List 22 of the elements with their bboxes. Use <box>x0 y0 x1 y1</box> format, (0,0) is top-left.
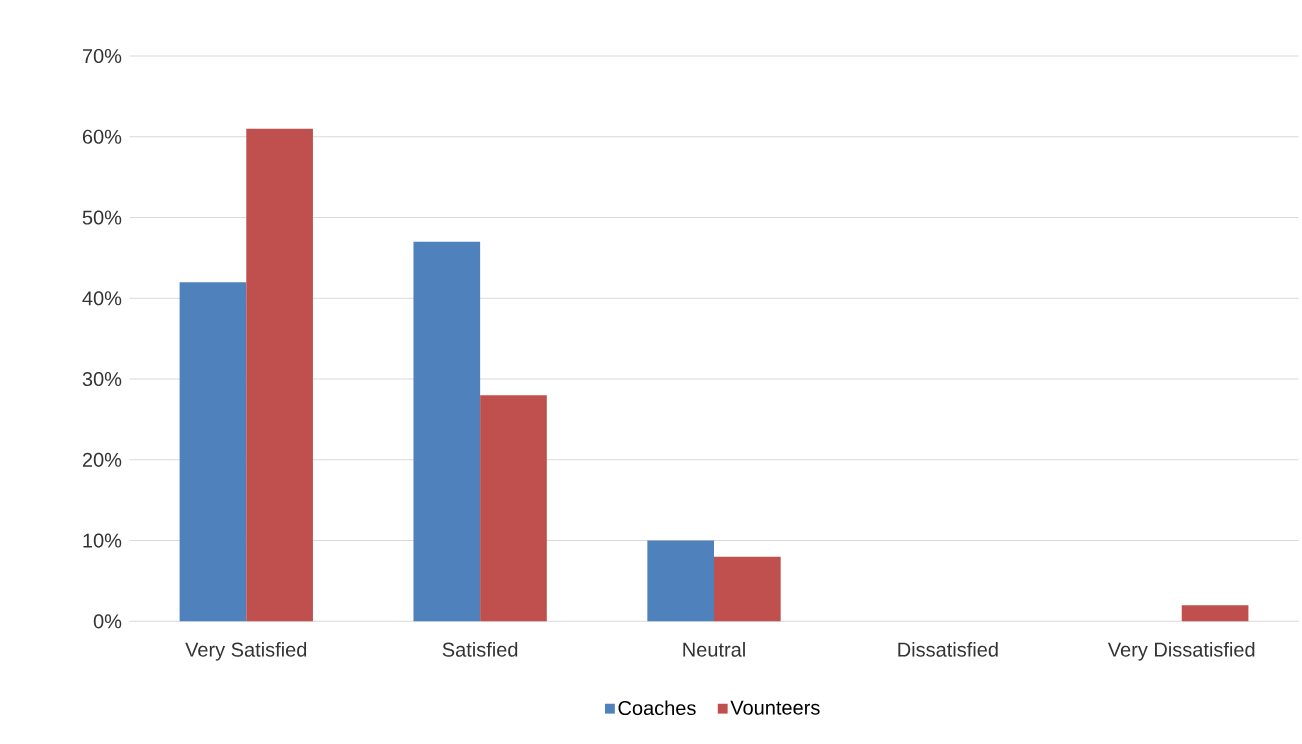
bar <box>1181 605 1249 622</box>
x-tick-label: Satisfied <box>442 642 518 657</box>
y-tick-label: 60% <box>82 129 122 144</box>
y-tick-label: 0% <box>93 614 122 629</box>
legend-label: Vounteers <box>730 700 820 715</box>
y-tick-label: 20% <box>82 452 122 467</box>
y-tick-label: 70% <box>82 48 122 64</box>
x-tick-label: Neutral <box>683 642 745 657</box>
y-tick-label: 50% <box>82 210 122 225</box>
y-tick-label: 40% <box>82 291 122 306</box>
bar <box>714 556 781 622</box>
y-tick-label: 30% <box>82 371 122 387</box>
bar <box>179 282 247 622</box>
x-tick-label: Dissatisfied <box>898 642 998 657</box>
x-tick-label: Very Satisfied <box>185 642 307 661</box>
x-tick-label: Very Dissatisfied <box>1107 642 1255 661</box>
legend-label: Coaches <box>618 700 696 716</box>
bar <box>480 395 547 622</box>
bar <box>246 128 313 622</box>
bar <box>413 241 481 622</box>
y-tick-label: 10% <box>83 533 122 548</box>
bar <box>647 540 715 622</box>
